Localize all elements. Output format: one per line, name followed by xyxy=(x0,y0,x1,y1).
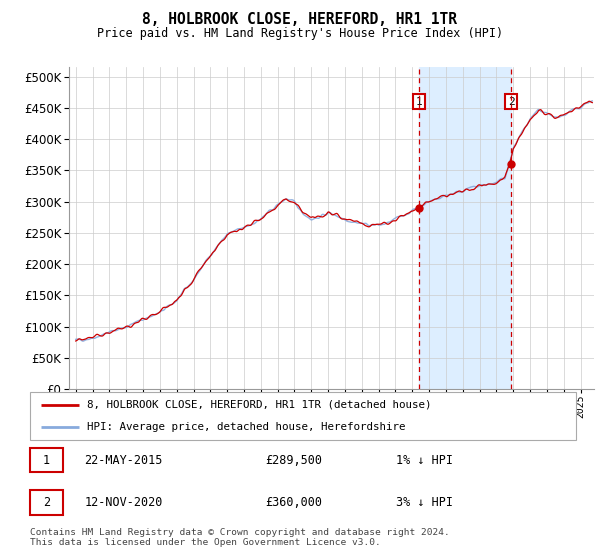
FancyBboxPatch shape xyxy=(30,392,576,440)
FancyBboxPatch shape xyxy=(30,491,63,515)
Text: 12-NOV-2020: 12-NOV-2020 xyxy=(85,496,163,509)
Text: 1: 1 xyxy=(43,454,50,467)
Text: 8, HOLBROOK CLOSE, HEREFORD, HR1 1TR (detached house): 8, HOLBROOK CLOSE, HEREFORD, HR1 1TR (de… xyxy=(88,400,432,410)
Text: Price paid vs. HM Land Registry's House Price Index (HPI): Price paid vs. HM Land Registry's House … xyxy=(97,27,503,40)
Text: 2: 2 xyxy=(43,496,50,509)
Text: 8, HOLBROOK CLOSE, HEREFORD, HR1 1TR: 8, HOLBROOK CLOSE, HEREFORD, HR1 1TR xyxy=(143,12,458,27)
FancyBboxPatch shape xyxy=(30,448,63,473)
Text: £360,000: £360,000 xyxy=(265,496,322,509)
Text: £289,500: £289,500 xyxy=(265,454,322,467)
Text: HPI: Average price, detached house, Herefordshire: HPI: Average price, detached house, Here… xyxy=(88,422,406,432)
Text: Contains HM Land Registry data © Crown copyright and database right 2024.
This d: Contains HM Land Registry data © Crown c… xyxy=(30,528,450,547)
Text: 2: 2 xyxy=(508,96,514,106)
Bar xyxy=(419,67,511,389)
Text: 22-MAY-2015: 22-MAY-2015 xyxy=(85,454,163,467)
Text: 1% ↓ HPI: 1% ↓ HPI xyxy=(396,454,453,467)
Text: 1: 1 xyxy=(415,96,422,106)
Text: 3% ↓ HPI: 3% ↓ HPI xyxy=(396,496,453,509)
